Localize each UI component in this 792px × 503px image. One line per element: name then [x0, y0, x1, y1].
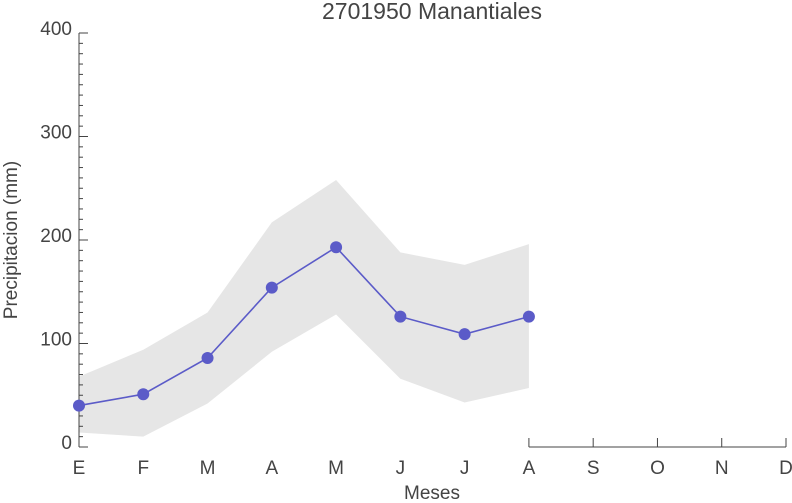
- y-tick-label: 0: [61, 433, 72, 454]
- x-tick-label: F: [137, 458, 149, 479]
- y-tick-label: 300: [40, 123, 72, 144]
- x-axis-label: Meses: [404, 483, 460, 503]
- x-tick-label: D: [779, 458, 792, 479]
- x-tick-label: N: [715, 458, 729, 479]
- data-point: [265, 281, 278, 294]
- y-tick-label: 200: [40, 226, 72, 247]
- data-point: [137, 388, 150, 401]
- x-tick-label: M: [200, 458, 216, 479]
- y-tick-label: 100: [40, 330, 72, 351]
- chart-title: 2701950 Manantiales: [322, 0, 542, 24]
- x-tick-label: S: [587, 458, 600, 479]
- data-point: [394, 310, 407, 323]
- x-tick-label: J: [396, 458, 406, 479]
- x-tick-label: O: [650, 458, 665, 479]
- x-tick-label: J: [460, 458, 470, 479]
- x-tick-label: A: [265, 458, 278, 479]
- uncertainty-band: [79, 179, 529, 437]
- y-tick-label: 400: [40, 19, 72, 40]
- x-tick-label: M: [328, 458, 344, 479]
- data-point: [73, 399, 85, 412]
- data-point: [458, 328, 471, 341]
- data-point: [330, 241, 343, 254]
- data-point: [201, 351, 214, 364]
- data-point: [522, 310, 535, 323]
- y-axis-label: Precipitacion (mm): [1, 161, 22, 319]
- series-line: [78, 246, 530, 407]
- x-tick-label: A: [523, 458, 536, 479]
- x-tick-label: E: [73, 458, 86, 479]
